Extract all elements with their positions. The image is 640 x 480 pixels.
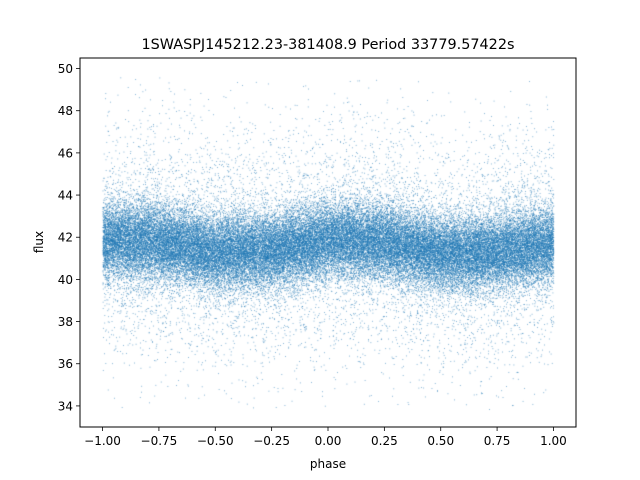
x-tick-label: 0.75 — [484, 434, 511, 448]
scatter-points-render — [80, 58, 576, 427]
x-tick-label: 0.50 — [427, 434, 454, 448]
x-tick-label: −0.25 — [253, 434, 290, 448]
x-tick-label: 0.00 — [315, 434, 342, 448]
x-axis-ticks: −1.00 −0.75 −0.50 −0.25 0.00 0.25 0.50 0.75 1.00 — [84, 427, 567, 448]
chart-title: 1SWASPJ145212.23-381408.9 Period 33779.5… — [142, 37, 515, 53]
y-tick-label: 48 — [58, 104, 73, 118]
y-tick-label: 40 — [58, 273, 73, 287]
y-tick-label: 42 — [58, 231, 73, 245]
y-tick-label: 34 — [58, 399, 73, 413]
y-tick-label: 36 — [58, 357, 73, 371]
x-tick-label: 0.25 — [371, 434, 398, 448]
y-axis-label: flux — [32, 231, 46, 253]
y-tick-label: 46 — [58, 146, 73, 160]
x-tick-label: −0.50 — [197, 434, 234, 448]
y-axis-ticks: 34 36 38 40 42 44 46 48 50 — [58, 62, 80, 413]
x-tick-label: −1.00 — [84, 434, 121, 448]
x-tick-label: −0.75 — [141, 434, 178, 448]
x-axis-label: phase — [310, 457, 346, 471]
y-tick-label: 38 — [58, 315, 73, 329]
data-points — [80, 58, 576, 427]
y-tick-label: 50 — [58, 62, 73, 76]
y-tick-label: 44 — [58, 189, 73, 203]
x-tick-label: 1.00 — [540, 434, 567, 448]
